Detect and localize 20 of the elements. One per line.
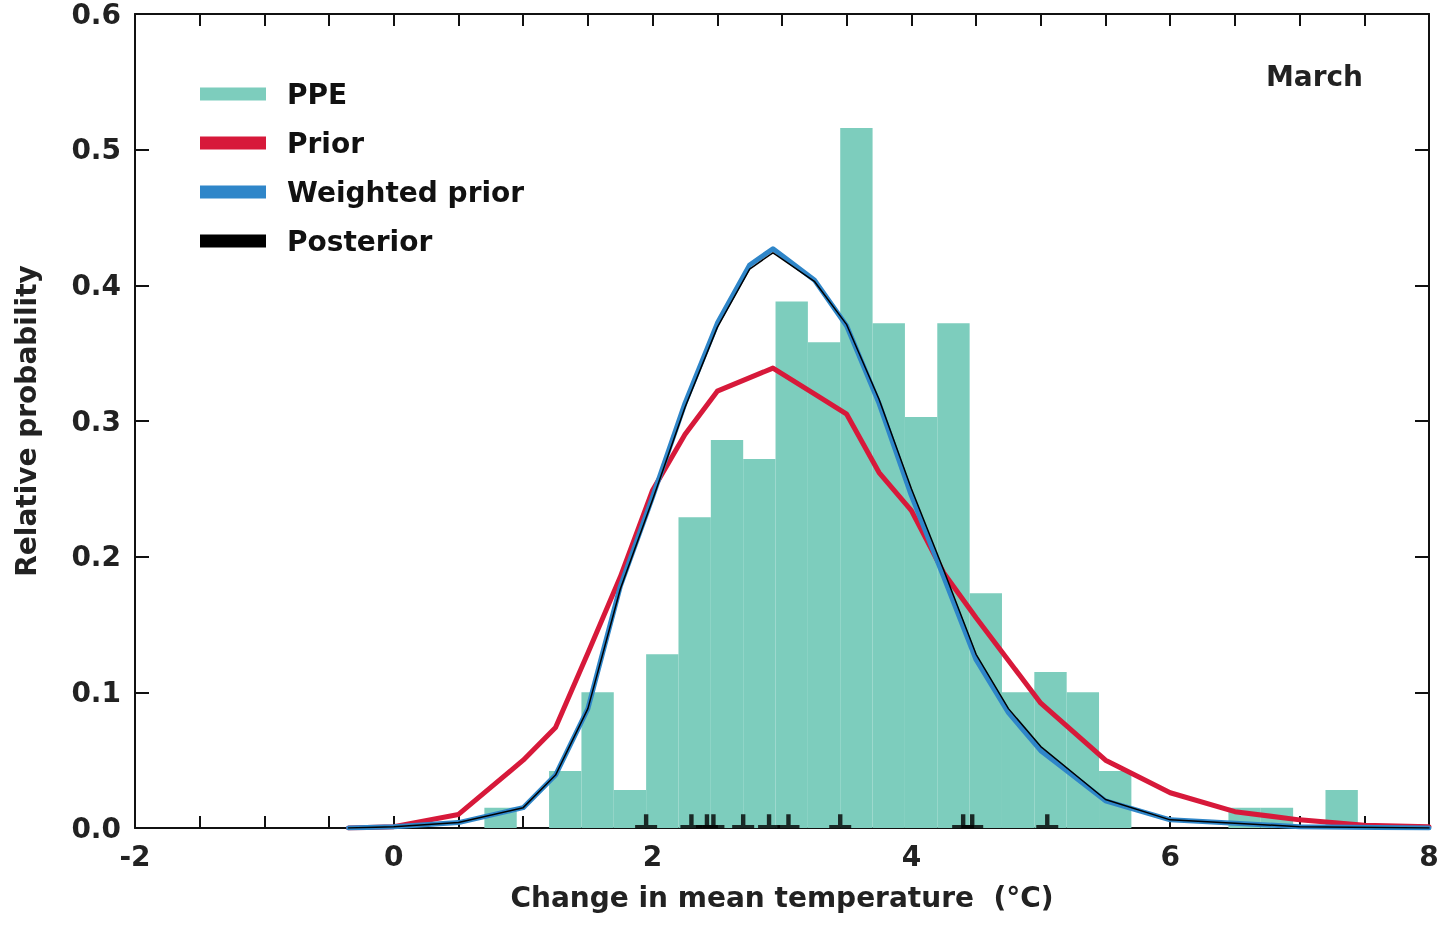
legend-label: Posterior (287, 224, 433, 258)
legend-label: Prior (287, 126, 365, 160)
y-tick-label: 0.0 (71, 811, 121, 845)
x-tick-label: -2 (119, 839, 151, 873)
y-tick-label: 0.6 (71, 0, 121, 31)
x-axis-title: Change in mean temperature (°C) (510, 880, 1054, 914)
x-tick-label: 4 (901, 839, 922, 873)
x-tick-label: 0 (384, 839, 404, 873)
x-tick-label: 8 (1419, 839, 1439, 873)
y-tick-label: 0.4 (71, 268, 121, 302)
y-tick-label: 0.5 (71, 133, 121, 167)
y-tick-label: 0.1 (71, 675, 121, 709)
legend-label: PPE (287, 77, 348, 111)
x-tick-label: 6 (1160, 839, 1180, 873)
y-tick-label: 0.3 (71, 404, 121, 438)
legend-label: Weighted prior (287, 175, 525, 209)
y-tick-label: 0.2 (71, 540, 121, 574)
x-tick-label: 2 (642, 839, 663, 873)
y-axis-title: Relative probability (9, 265, 43, 577)
annotation: March (1265, 59, 1364, 93)
